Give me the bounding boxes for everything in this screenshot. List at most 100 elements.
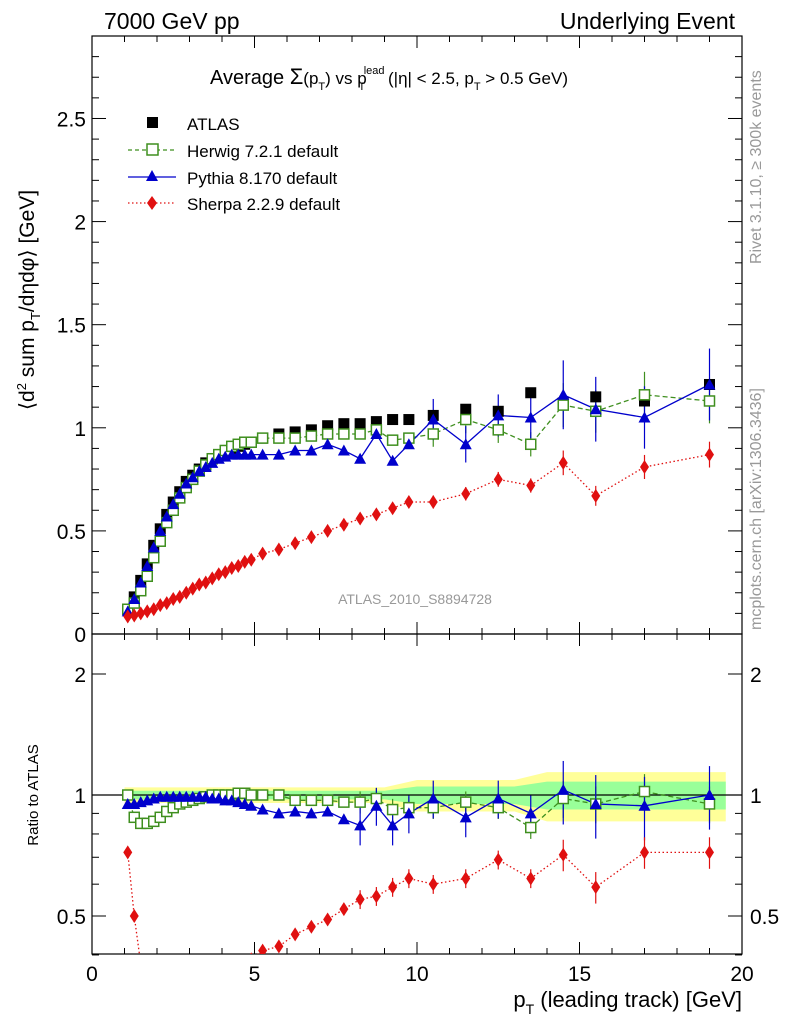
sherpa-point <box>274 542 284 557</box>
herwig-point <box>245 436 257 448</box>
sherpa-point <box>461 486 471 501</box>
pythia-point <box>305 444 318 456</box>
y-tick-label: 2 <box>74 664 86 687</box>
ratio-herwig-point <box>525 821 537 834</box>
pythia-point <box>141 559 154 571</box>
y-tick-label: 1 <box>74 785 86 808</box>
sherpa-point <box>705 447 714 462</box>
sherpa-point <box>246 552 256 567</box>
herwig-point <box>638 389 651 401</box>
ratio-sherpa-point <box>339 902 349 917</box>
pythia-point <box>321 438 334 450</box>
herwig-point <box>354 428 366 440</box>
ratio-sherpa-point <box>208 987 217 1001</box>
y-axis-label-ratio: Ratio to ATLAS <box>25 744 42 845</box>
ratio-pythia-point <box>272 807 285 819</box>
sherpa-point <box>149 602 159 617</box>
atlas-point <box>354 418 366 430</box>
legend-herwig-label: Herwig 7.2.1 default <box>187 142 338 161</box>
herwig-point <box>386 434 399 446</box>
ratio-sherpa-point <box>274 939 284 954</box>
ratio-herwig-point <box>256 789 269 801</box>
ratio-sherpa-point <box>404 871 414 886</box>
sherpa-point <box>142 604 152 619</box>
ratio-herwig-point <box>321 794 334 807</box>
ratio-herwig-point <box>557 792 569 805</box>
pythia-point <box>245 448 258 460</box>
pythia-point <box>173 487 186 499</box>
herwig-point <box>460 413 472 426</box>
ratio-sherpa-point <box>195 998 204 1012</box>
ratio-series <box>121 760 716 1024</box>
pythia-point <box>370 427 383 439</box>
ratio-herwig-point <box>289 794 301 807</box>
pythia-point <box>206 456 219 468</box>
pythia-point <box>402 438 415 450</box>
legend-atlas-marker <box>147 117 158 128</box>
legend-herwig-marker <box>146 143 159 156</box>
ratio-sherpa-point <box>388 880 398 895</box>
ratio-herwig-point <box>460 796 472 808</box>
ratio-sherpa-point <box>129 909 139 923</box>
y-tick-label: 1.5 <box>57 315 86 338</box>
sherpa-point <box>404 495 414 510</box>
sherpa-point <box>493 472 503 487</box>
ratio-pythia-point <box>524 807 537 819</box>
pythia-point <box>703 378 716 390</box>
pythia-point <box>492 409 505 421</box>
sherpa-point <box>207 571 217 586</box>
ratio-herwig-point <box>305 794 318 807</box>
sherpa-point <box>258 546 268 561</box>
sherpa-point <box>306 530 316 545</box>
y-tick-label: 0.5 <box>57 521 86 544</box>
ratio-herwig-point <box>703 798 716 810</box>
ratio-sherpa-point <box>591 880 601 895</box>
pythia-point <box>180 477 193 489</box>
herwig-point <box>141 570 153 583</box>
ratio-sherpa-point <box>705 845 714 860</box>
sherpa-point <box>233 558 243 573</box>
pythia-point <box>589 403 602 415</box>
ratio-sherpa-point <box>214 982 223 996</box>
y-tick-label: 1 <box>74 418 86 441</box>
y-tick-label: 0 <box>74 624 86 647</box>
ratio-sherpa-point <box>188 1010 197 1024</box>
main-series <box>121 348 716 624</box>
sherpa-point <box>290 536 300 551</box>
sherpa-point <box>168 591 178 606</box>
herwig-point <box>256 432 269 444</box>
y-tick-label-right: 1 <box>750 785 762 808</box>
chart-title: Average Σ(pT) vs plead T (|η| < 2.5, pT >… <box>210 64 568 93</box>
sherpa-point <box>371 507 381 522</box>
sherpa-point <box>558 455 568 470</box>
pythia-point <box>386 454 399 466</box>
atlas-point <box>387 414 399 426</box>
ratio-herwig-point <box>354 796 366 808</box>
pythia-point <box>289 444 302 456</box>
pythia-point <box>272 448 285 460</box>
ratio-pythia-point <box>289 805 302 817</box>
ratio-sherpa-point <box>169 1017 178 1024</box>
atlas-point <box>590 391 602 403</box>
ratio-sherpa-point <box>234 966 243 980</box>
sherpa-point <box>526 478 536 493</box>
pythia-point <box>427 413 440 425</box>
ratio-sherpa-point <box>306 919 316 934</box>
ratio-sherpa-point <box>290 927 300 942</box>
sherpa-point <box>355 511 365 526</box>
atlas-point <box>289 426 301 438</box>
pythia-point <box>524 411 537 423</box>
sherpa-point <box>181 585 191 600</box>
herwig-point <box>154 535 166 547</box>
atlas-point <box>322 420 334 432</box>
legend-sherpa-marker <box>147 196 157 210</box>
ratio-herwig-point <box>128 811 140 824</box>
ratio-sherpa-point <box>143 987 152 1001</box>
ratio-pythia-point <box>321 805 334 817</box>
x-tick-label: 15 <box>568 963 591 986</box>
sherpa-point <box>194 577 204 592</box>
pythia-point <box>638 411 651 423</box>
sherpa-point <box>201 575 211 590</box>
ratio-herwig-point <box>386 803 399 816</box>
